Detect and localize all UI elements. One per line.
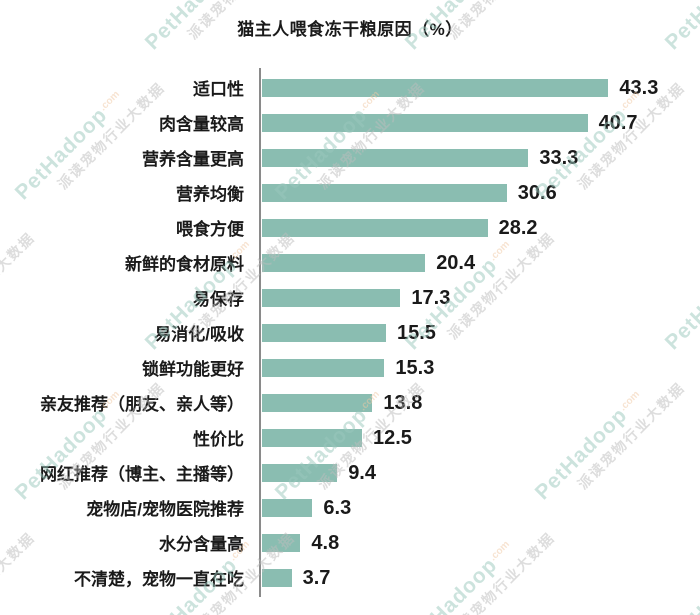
category-label: 营养含量更高 [142,150,244,169]
category-label: 不清楚，宠物一直在吃 [74,570,244,589]
bar-area: 12.5 [260,428,700,448]
value-label: 43.3 [619,76,659,99]
bar-area: 9.4 [260,463,700,483]
bar-area: 17.3 [260,288,700,308]
bar-area: 33.3 [260,148,700,168]
category-label: 宠物店/宠物医院推荐 [86,500,244,519]
value-label: 17.3 [411,286,451,309]
bar [262,393,373,412]
bar [262,428,362,447]
bar-row: 新鲜的食材原料 20.4 [0,245,700,280]
value-label: 33.3 [539,146,579,169]
bar-area: 6.3 [260,498,700,518]
bar-row: 易保存 17.3 [0,280,700,315]
value-label: 40.7 [598,111,638,134]
bar-area: 13.8 [260,393,700,413]
bar-row: 营养均衡 30.6 [0,175,700,210]
bar-area: 28.2 [260,218,700,238]
bar-row: 水分含量高 4.8 [0,525,700,560]
value-label: 28.2 [498,216,538,239]
bar-row: 营养含量更高 33.3 [0,140,700,175]
category-label: 营养均衡 [176,185,244,204]
bar [262,78,609,97]
category-label: 性价比 [193,430,244,449]
bar [262,568,292,587]
value-label: 30.6 [517,181,557,204]
bar-row: 肉含量较高 40.7 [0,105,700,140]
bar [262,183,507,202]
category-label: 水分含量高 [159,535,244,554]
category-label: 肉含量较高 [159,115,244,134]
bar [262,113,588,132]
bar-area: 3.7 [260,568,700,588]
bar-area: 43.3 [260,78,700,98]
bar-row: 网红推荐（博主、主播等） 9.4 [0,455,700,490]
bar-area: 4.8 [260,533,700,553]
bar [262,288,401,307]
value-label: 4.8 [311,531,340,554]
bar-area: 20.4 [260,253,700,273]
bar-row: 宠物店/宠物医院推荐 6.3 [0,490,700,525]
bar-area: 30.6 [260,183,700,203]
bar-row: 喂食方便 28.2 [0,210,700,245]
category-label: 锁鲜功能更好 [142,360,244,379]
bar-area: 15.3 [260,358,700,378]
bar-area: 40.7 [260,113,700,133]
y-axis-line [259,68,261,597]
value-label: 6.3 [323,496,352,519]
bar [262,533,301,552]
category-label: 易保存 [193,290,244,309]
bar-row: 锁鲜功能更好 15.3 [0,350,700,385]
bar-area: 15.5 [260,323,700,343]
bar-rows: 适口性 43.3 肉含量较高 40.7 营养含量更高 33.3 营养均衡 30.6 喂食方便 28… [0,70,700,595]
bar-row: 性价比 12.5 [0,420,700,455]
bar [262,463,338,482]
value-label: 20.4 [436,251,476,274]
value-label: 12.5 [373,426,412,449]
category-label: 新鲜的食材原料 [125,255,244,274]
bar [262,218,488,237]
category-label: 喂食方便 [176,220,244,239]
value-label: 15.5 [397,321,436,344]
bar [262,148,529,167]
bar [262,253,426,272]
category-label: 易消化/吸收 [154,325,244,344]
bar [262,323,386,342]
category-label: 适口性 [193,80,244,99]
bar-row: 不清楚，宠物一直在吃 3.7 [0,560,700,595]
value-label: 15.3 [395,356,435,379]
bar [262,498,313,517]
category-label: 亲友推荐（朋友、亲人等） [40,395,244,414]
value-label: 13.8 [383,391,423,414]
chart-title: 猫主人喂食冻干粮原因（%） [237,20,463,39]
bar-row: 适口性 43.3 [0,70,700,105]
category-label: 网红推荐（博主、主播等） [40,465,244,484]
bar-row: 亲友推荐（朋友、亲人等） 13.8 [0,385,700,420]
bar-row: 易消化/吸收 15.5 [0,315,700,350]
value-label: 3.7 [302,566,331,589]
value-label: 9.4 [348,461,376,484]
bar [262,358,385,377]
